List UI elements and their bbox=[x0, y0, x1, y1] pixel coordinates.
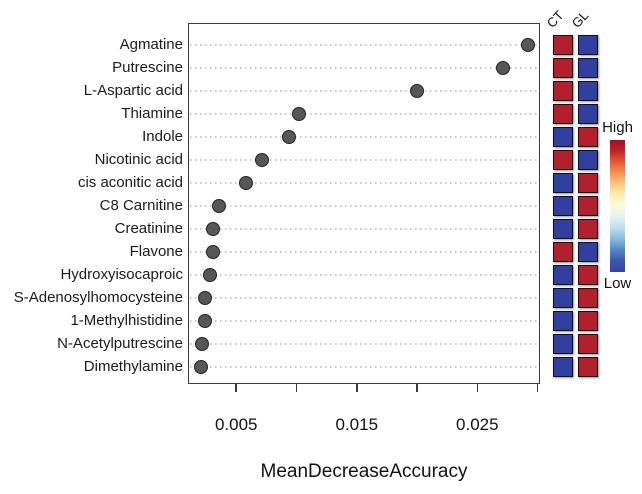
heatmap-cell-ct bbox=[553, 242, 573, 262]
x-axis-tick bbox=[416, 384, 418, 392]
heatmap-cell-ct bbox=[553, 288, 573, 308]
y-axis-label: 1-Methylhistidine bbox=[70, 312, 183, 329]
data-point-dot bbox=[197, 291, 212, 305]
data-point-dot bbox=[206, 222, 221, 236]
heatmap-cell-ct bbox=[553, 311, 573, 331]
y-axis-label: cis aconitic acid bbox=[77, 174, 183, 191]
gridline bbox=[190, 366, 538, 368]
heatmap-cell-gl bbox=[578, 81, 598, 101]
colorbar-low-label: Low bbox=[603, 275, 632, 292]
heatmap-cell-gl bbox=[578, 288, 598, 308]
heatmap-cell-gl bbox=[578, 35, 598, 55]
data-point-dot bbox=[291, 107, 306, 121]
y-axis-label: Thiamine bbox=[121, 105, 183, 122]
gridline bbox=[190, 274, 538, 276]
y-axis-label: Nicotinic acid bbox=[94, 151, 183, 168]
heatmap-cell-ct bbox=[553, 357, 573, 377]
heatmap-cell-ct bbox=[553, 35, 573, 55]
heatmap-cell-gl bbox=[578, 242, 598, 262]
data-point-dot bbox=[202, 268, 217, 282]
heatmap-cell-ct bbox=[553, 150, 573, 170]
gridline bbox=[190, 67, 538, 69]
data-point-dot bbox=[238, 176, 253, 190]
x-axis-tick bbox=[536, 384, 539, 392]
gridline bbox=[190, 44, 538, 46]
colorbar-high-label: High bbox=[602, 119, 633, 136]
heatmap-column-header-ct: CT bbox=[543, 7, 567, 31]
x-axis-tick bbox=[355, 384, 358, 392]
y-axis-label: S-Adenosylhomocysteine bbox=[13, 289, 183, 306]
data-point-dot bbox=[520, 38, 535, 52]
heatmap-cell-ct bbox=[553, 196, 573, 216]
gridline bbox=[190, 228, 538, 230]
x-axis-tick bbox=[235, 384, 237, 392]
gridline bbox=[190, 320, 538, 322]
y-axis-label: Dimethylamine bbox=[83, 358, 183, 375]
gridline bbox=[190, 205, 538, 207]
gridline bbox=[190, 343, 538, 345]
x-tick-label: 0.005 bbox=[214, 415, 258, 434]
heatmap-cell-gl bbox=[578, 357, 598, 377]
x-tick-label: 0.025 bbox=[456, 415, 499, 434]
heatmap-cell-gl bbox=[578, 311, 598, 331]
data-point-dot bbox=[282, 130, 297, 144]
gridline bbox=[190, 113, 538, 115]
heatmap-cell-gl bbox=[578, 196, 598, 216]
y-axis-label: Agmatine bbox=[119, 36, 183, 53]
y-axis-label: Indole bbox=[142, 128, 183, 145]
y-axis-label: Flavone bbox=[129, 243, 183, 260]
data-point-dot bbox=[197, 314, 212, 328]
y-axis-label: L-Aspartic acid bbox=[83, 82, 183, 99]
y-axis-label: C8 Carnitine bbox=[99, 197, 183, 214]
heatmap-cell-ct bbox=[553, 104, 573, 124]
y-axis-label: Hydroxyisocaproic bbox=[60, 266, 183, 283]
x-tick-label: 0.015 bbox=[335, 415, 379, 434]
data-point-dot bbox=[410, 84, 425, 98]
colorbar-gradient bbox=[610, 140, 625, 272]
y-axis-label: Putrescine bbox=[112, 59, 183, 76]
gridline bbox=[190, 251, 538, 253]
x-axis-title: MeanDecreaseAccuracy bbox=[260, 461, 468, 482]
heatmap-cell-ct bbox=[553, 219, 573, 239]
data-point-dot bbox=[206, 245, 221, 259]
heatmap-cell-gl bbox=[578, 334, 598, 354]
y-axis-label: Creatinine bbox=[114, 220, 183, 237]
heatmap-cell-gl bbox=[578, 58, 598, 78]
data-point-dot bbox=[254, 153, 269, 167]
heatmap-cell-gl bbox=[578, 104, 598, 124]
gridline bbox=[190, 297, 538, 299]
x-axis-tick bbox=[295, 384, 298, 392]
heatmap-cell-gl bbox=[578, 265, 598, 285]
gridline bbox=[190, 136, 538, 138]
data-point-dot bbox=[194, 360, 209, 374]
heatmap-cell-ct bbox=[553, 58, 573, 78]
plot-area bbox=[188, 23, 540, 384]
data-point-dot bbox=[195, 337, 210, 351]
data-point-dot bbox=[495, 61, 510, 75]
heatmap-cell-ct bbox=[553, 265, 573, 285]
heatmap-cell-ct bbox=[553, 127, 573, 147]
gridline bbox=[190, 182, 538, 184]
heatmap-cell-gl bbox=[578, 127, 598, 147]
gridline bbox=[190, 90, 538, 92]
heatmap-cell-gl bbox=[578, 219, 598, 239]
heatmap-cell-gl bbox=[578, 173, 598, 193]
heatmap-cell-ct bbox=[553, 81, 573, 101]
data-point-dot bbox=[212, 199, 227, 213]
heatmap-cell-gl bbox=[578, 150, 598, 170]
heatmap-cell-ct bbox=[553, 173, 573, 193]
y-axis-label: N-Acetylputrescine bbox=[57, 335, 183, 352]
heatmap-cell-ct bbox=[553, 334, 573, 354]
heatmap-column-header-gl: GL bbox=[568, 7, 592, 31]
x-axis-tick bbox=[476, 384, 479, 392]
gridline bbox=[190, 159, 538, 161]
